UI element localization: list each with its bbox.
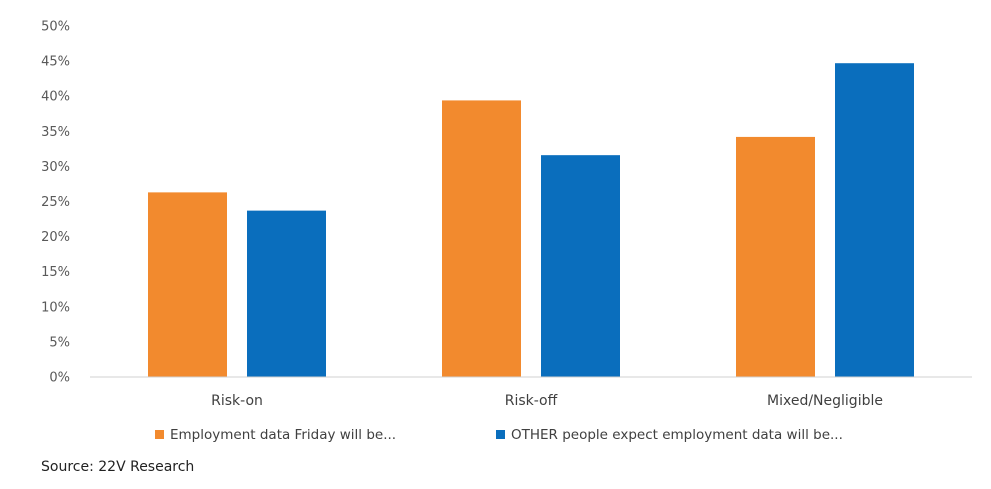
legend-label: OTHER people expect employment data will… <box>511 427 843 443</box>
y-tick-label: 30% <box>41 160 70 175</box>
y-tick-label: 20% <box>41 230 70 245</box>
y-tick-label: 15% <box>41 265 70 280</box>
legend-swatch <box>496 430 505 439</box>
category-label: Mixed/Negligible <box>767 393 883 409</box>
category-label: Risk-off <box>505 393 558 409</box>
y-axis-ticks: 0% 5% 10% 15% 20% 25% 30% 35% 40% 45% 50% <box>41 20 70 386</box>
legend: Employment data Friday will be... OTHER p… <box>155 427 843 443</box>
bar-employment-data-1 <box>148 192 227 377</box>
y-tick-label: 10% <box>41 300 70 315</box>
bar-other-people-expect-1 <box>247 210 326 377</box>
bar-other-people-expect-2 <box>541 155 620 377</box>
y-tick-label: 40% <box>41 90 70 105</box>
category-labels: Risk-on Risk-off Mixed/Negligible <box>211 393 883 409</box>
bars <box>148 63 914 378</box>
legend-label: Employment data Friday will be... <box>170 427 396 443</box>
legend-swatch <box>155 430 164 439</box>
y-tick-label: 5% <box>49 335 70 350</box>
bar-employment-data-3 <box>736 136 815 377</box>
source-note: Source: 22V Research <box>41 459 194 475</box>
category-label: Risk-on <box>211 393 263 409</box>
y-tick-label: 50% <box>41 20 70 35</box>
y-tick-label: 45% <box>41 55 70 70</box>
bar-employment-data-2 <box>442 100 521 378</box>
y-tick-label: 35% <box>41 125 70 140</box>
y-tick-label: 0% <box>49 371 70 386</box>
bar-other-people-expect-3 <box>835 63 914 378</box>
y-tick-label: 25% <box>41 195 70 210</box>
